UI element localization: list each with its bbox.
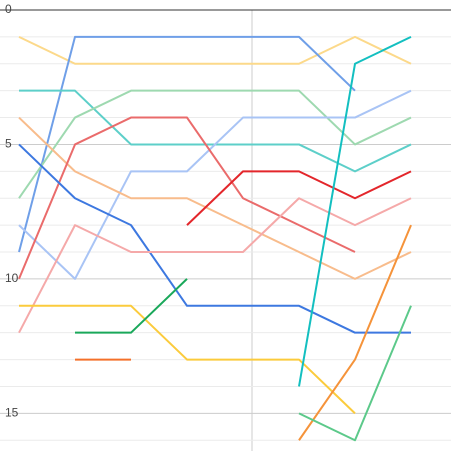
series-line [298,224,412,441]
y-tick-label: 0 [5,2,12,16]
series-line [18,116,356,280]
y-tick-label: 5 [5,137,12,151]
y-tick-label: 10 [5,271,19,285]
series-line [18,143,411,334]
y-tick-label: 15 [5,406,19,420]
series-line [186,170,412,226]
series-line [19,304,356,415]
series-line [18,197,412,334]
series-line [298,35,412,387]
series-line [298,305,412,442]
series-line [75,278,188,334]
series-line [18,35,412,65]
series-line [18,116,412,280]
series-line [18,89,412,199]
series-line [18,35,356,253]
